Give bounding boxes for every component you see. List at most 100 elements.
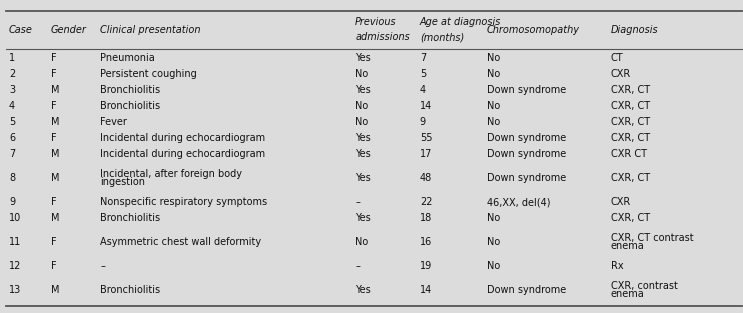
Text: admissions: admissions	[355, 32, 410, 42]
Text: No: No	[487, 53, 500, 63]
Text: Down syndrome: Down syndrome	[487, 285, 566, 295]
Text: Yes: Yes	[355, 85, 371, 95]
Text: Down syndrome: Down syndrome	[487, 85, 566, 95]
Text: 3: 3	[9, 85, 15, 95]
Text: –: –	[355, 197, 360, 207]
Text: No: No	[487, 101, 500, 111]
Text: CXR, contrast: CXR, contrast	[611, 281, 678, 291]
Text: F: F	[51, 197, 56, 207]
Text: 10: 10	[9, 213, 21, 223]
Text: 19: 19	[420, 261, 432, 271]
Text: No: No	[355, 69, 369, 79]
Text: No: No	[487, 69, 500, 79]
Text: CXR, CT contrast: CXR, CT contrast	[611, 233, 693, 243]
Text: 55: 55	[420, 133, 432, 143]
Text: CXR, CT: CXR, CT	[611, 173, 650, 183]
Text: 7: 7	[420, 53, 426, 63]
Text: Clinical presentation: Clinical presentation	[100, 25, 201, 35]
Text: 46,XX, del(4): 46,XX, del(4)	[487, 197, 550, 207]
Text: M: M	[51, 85, 59, 95]
Text: F: F	[51, 237, 56, 247]
Text: 7: 7	[9, 149, 15, 159]
Text: 13: 13	[9, 285, 21, 295]
Text: Bronchiolitis: Bronchiolitis	[100, 213, 160, 223]
Text: No: No	[487, 261, 500, 271]
Text: 14: 14	[420, 101, 432, 111]
Text: Yes: Yes	[355, 213, 371, 223]
Text: 4: 4	[9, 101, 15, 111]
Text: Down syndrome: Down syndrome	[487, 149, 566, 159]
Text: Case: Case	[9, 25, 33, 35]
Text: 17: 17	[420, 149, 432, 159]
Text: M: M	[51, 149, 59, 159]
Text: enema: enema	[611, 289, 644, 299]
Text: F: F	[51, 101, 56, 111]
Text: CXR: CXR	[611, 197, 631, 207]
Text: Previous: Previous	[355, 17, 397, 27]
Text: enema: enema	[611, 241, 644, 251]
Text: 14: 14	[420, 285, 432, 295]
Text: Down syndrome: Down syndrome	[487, 173, 566, 183]
Text: Nonspecific respiratory symptoms: Nonspecific respiratory symptoms	[100, 197, 267, 207]
Text: –: –	[100, 261, 106, 271]
Text: CXR, CT: CXR, CT	[611, 213, 650, 223]
Text: Bronchiolitis: Bronchiolitis	[100, 85, 160, 95]
Text: Gender: Gender	[51, 25, 86, 35]
Text: Diagnosis: Diagnosis	[611, 25, 658, 35]
Text: Yes: Yes	[355, 53, 371, 63]
Text: CXR, CT: CXR, CT	[611, 117, 650, 127]
Text: 5: 5	[420, 69, 426, 79]
Text: CXR CT: CXR CT	[611, 149, 646, 159]
Text: –: –	[355, 261, 360, 271]
Text: 5: 5	[9, 117, 15, 127]
Text: 1: 1	[9, 53, 15, 63]
Text: F: F	[51, 69, 56, 79]
Text: Bronchiolitis: Bronchiolitis	[100, 285, 160, 295]
Text: 18: 18	[420, 213, 432, 223]
Text: M: M	[51, 213, 59, 223]
Text: CXR: CXR	[611, 69, 631, 79]
Text: 4: 4	[420, 85, 426, 95]
Text: Persistent coughing: Persistent coughing	[100, 69, 197, 79]
Text: Down syndrome: Down syndrome	[487, 133, 566, 143]
Text: Incidental during echocardiogram: Incidental during echocardiogram	[100, 133, 265, 143]
Text: Rx: Rx	[611, 261, 623, 271]
Text: M: M	[51, 285, 59, 295]
Text: Chromosomopathy: Chromosomopathy	[487, 25, 580, 35]
Text: M: M	[51, 117, 59, 127]
Text: CXR, CT: CXR, CT	[611, 85, 650, 95]
Text: Fever: Fever	[100, 117, 127, 127]
Text: Pneumonia: Pneumonia	[100, 53, 155, 63]
Text: 9: 9	[420, 117, 426, 127]
Text: 16: 16	[420, 237, 432, 247]
Text: No: No	[355, 117, 369, 127]
Text: 12: 12	[9, 261, 22, 271]
Text: Bronchiolitis: Bronchiolitis	[100, 101, 160, 111]
Text: Incidental, after foreign body: Incidental, after foreign body	[100, 169, 242, 179]
Text: Yes: Yes	[355, 173, 371, 183]
Text: No: No	[487, 213, 500, 223]
Text: No: No	[487, 237, 500, 247]
Text: CXR, CT: CXR, CT	[611, 101, 650, 111]
Text: 2: 2	[9, 69, 15, 79]
Text: F: F	[51, 53, 56, 63]
Text: F: F	[51, 133, 56, 143]
Text: Yes: Yes	[355, 133, 371, 143]
Text: 11: 11	[9, 237, 21, 247]
Text: 9: 9	[9, 197, 15, 207]
Text: (months): (months)	[420, 32, 464, 42]
Text: Yes: Yes	[355, 285, 371, 295]
Text: 8: 8	[9, 173, 15, 183]
Text: No: No	[355, 101, 369, 111]
Text: CXR, CT: CXR, CT	[611, 133, 650, 143]
Text: M: M	[51, 173, 59, 183]
Text: No: No	[355, 237, 369, 247]
Text: Age at diagnosis: Age at diagnosis	[420, 17, 502, 27]
Text: Incidental during echocardiogram: Incidental during echocardiogram	[100, 149, 265, 159]
Text: ingestion: ingestion	[100, 177, 146, 187]
Text: 48: 48	[420, 173, 432, 183]
Text: F: F	[51, 261, 56, 271]
Text: 6: 6	[9, 133, 15, 143]
Text: Asymmetric chest wall deformity: Asymmetric chest wall deformity	[100, 237, 262, 247]
Text: Yes: Yes	[355, 149, 371, 159]
